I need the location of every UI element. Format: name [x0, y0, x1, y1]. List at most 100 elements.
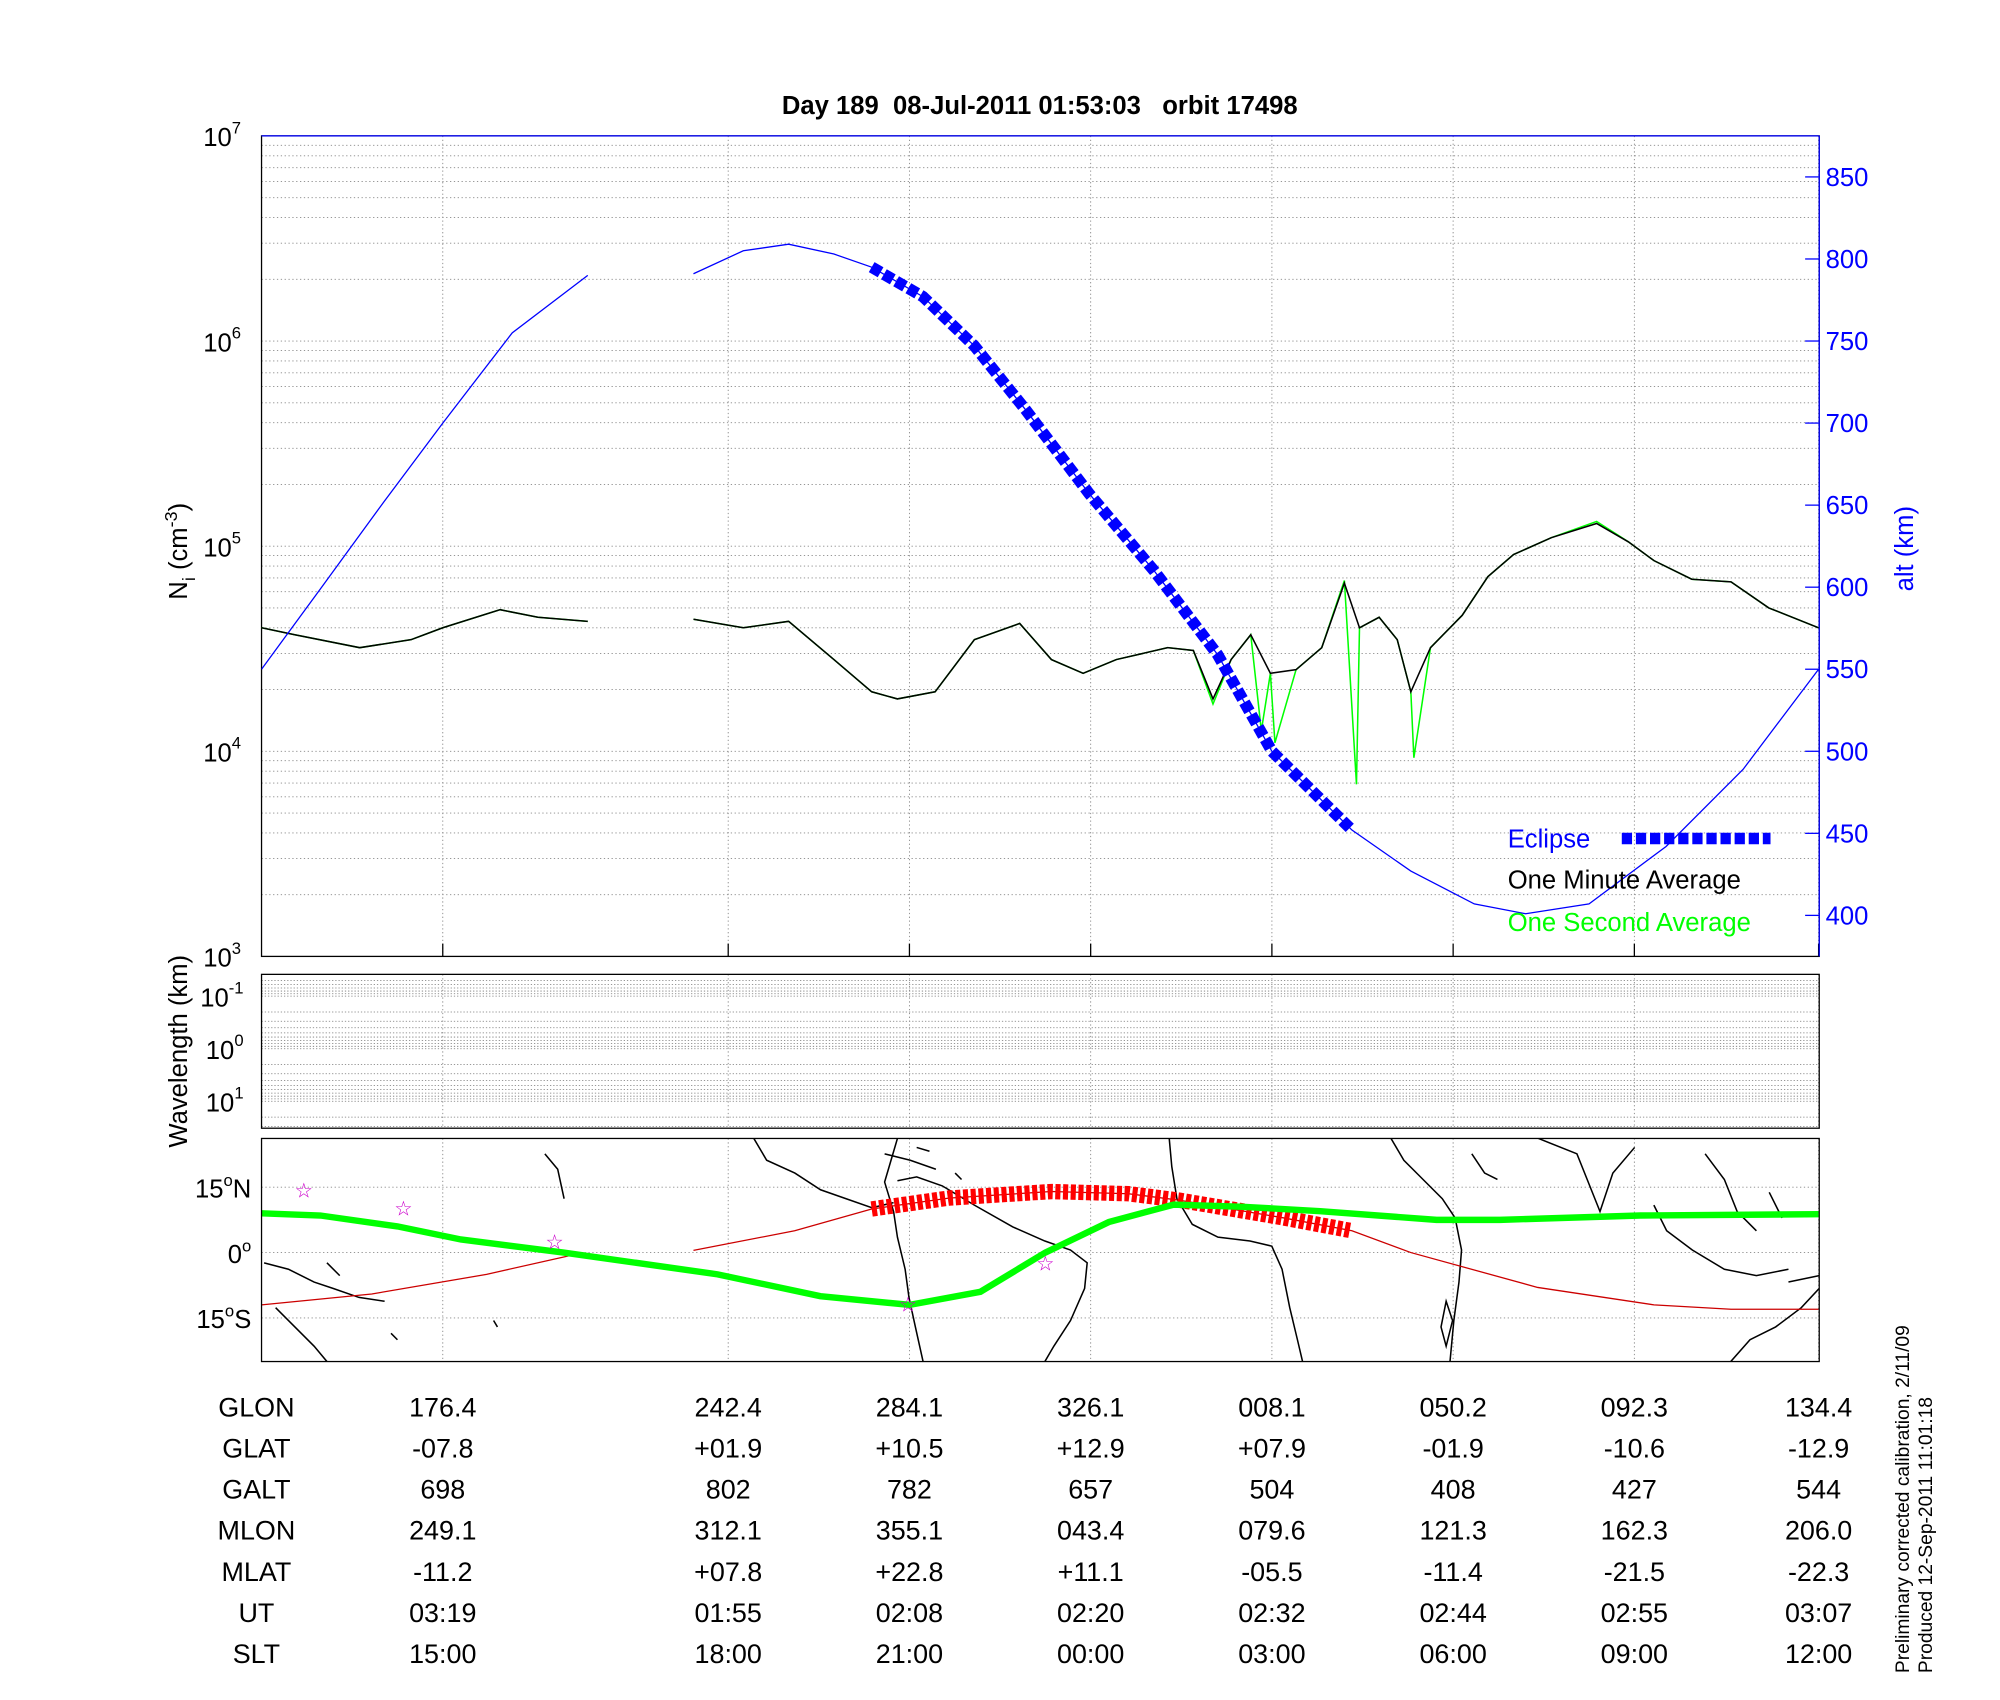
grid-cell — [1531, 976, 1552, 1127]
grid-cell — [705, 976, 726, 1127]
magnetic-equator-line — [261, 1251, 584, 1306]
map-axes-frame — [260, 1137, 1820, 1363]
legend: Eclipse One Minute Average One Second Av… — [1508, 825, 1771, 937]
table-cell: -21.5 — [1604, 1557, 1665, 1587]
eclipse-track-marker — [870, 1183, 1354, 1239]
altitude-tick-label: 800 — [1826, 246, 1869, 274]
produced-timestamp: Produced 12-Sep-2011 11:01:18 — [1916, 1397, 1937, 1673]
tick-hemisphere: N — [233, 1175, 252, 1203]
tick-base: 10 — [206, 1037, 235, 1065]
coast-madagascar — [1440, 1298, 1454, 1350]
grid-cell — [597, 976, 618, 1127]
table-cell: 206.0 — [1785, 1516, 1852, 1546]
tick-degrees: 0 — [228, 1241, 242, 1269]
latitude-tick-label: 0o — [228, 1236, 252, 1269]
table-cell: 134.4 — [1785, 1393, 1852, 1423]
table-cell: -11.4 — [1423, 1557, 1482, 1587]
wavelength-axes-frame — [260, 973, 1820, 1129]
grid-cell — [777, 976, 798, 1127]
table-cell: 008.1 — [1238, 1393, 1305, 1423]
table-cell: 18:00 — [695, 1639, 762, 1669]
table-cell: 312.1 — [695, 1516, 762, 1546]
tick-degrees: 15 — [196, 1306, 225, 1334]
tick-base: 10 — [200, 984, 229, 1012]
degree-symbol: o — [224, 1171, 233, 1190]
table-cell: 03:00 — [1238, 1639, 1305, 1669]
table-cell: -11.2 — [413, 1557, 472, 1587]
table-cell: -22.3 — [1788, 1557, 1849, 1587]
table-cell: +07.9 — [1238, 1434, 1306, 1464]
grid-cell — [1208, 976, 1229, 1127]
tick-base: 10 — [203, 945, 232, 973]
grid-cell — [1172, 976, 1193, 1127]
table-cell: 02:55 — [1601, 1598, 1668, 1628]
density-grid — [261, 135, 1820, 957]
altitude-y-ticks: 400 450 500 550 600 650 700 750 800 850 — [1805, 164, 1868, 930]
density-series — [261, 243, 1820, 915]
table-row-label: GLON — [218, 1393, 294, 1423]
ground-track-line — [261, 1201, 1819, 1309]
grid-cell — [1710, 976, 1731, 1127]
orbit-parameter-table: GLON 176.4 242.4 284.1 326.1 008.1 050.2 092.3 1… — [218, 1393, 1853, 1669]
grid-cell — [490, 976, 511, 1127]
table-cell: +07.8 — [694, 1557, 762, 1587]
table-cell: 15:00 — [409, 1639, 476, 1669]
table-cell: +22.8 — [875, 1557, 943, 1587]
table-row-label: GLAT — [222, 1434, 290, 1464]
grid-cell — [1351, 976, 1372, 1127]
table-cell: 242.4 — [695, 1393, 762, 1423]
grid-cell — [382, 976, 403, 1127]
tick-exponent: 7 — [232, 118, 241, 137]
y-tick-label: 101 — [206, 1084, 244, 1118]
tick-base: 10 — [203, 740, 232, 768]
grid-cell — [1387, 976, 1408, 1127]
grid-cell — [1064, 976, 1085, 1127]
tick-base: 10 — [203, 534, 232, 562]
y-tick-label: 107 — [203, 118, 241, 152]
latitude-tick-label: 15oS — [196, 1302, 251, 1335]
y-tick-label: 100 — [206, 1031, 244, 1065]
grid-cell — [526, 976, 547, 1127]
y-tick-label: 10-1 — [200, 979, 243, 1013]
tick-degrees: 15 — [195, 1175, 224, 1203]
table-cell: -12.9 — [1788, 1434, 1849, 1464]
grid-cell — [1818, 976, 1839, 1127]
one-second-average-line — [693, 520, 1819, 785]
table-cell: 408 — [1431, 1475, 1476, 1505]
table-cell: -07.8 — [412, 1434, 473, 1464]
calibration-note: Preliminary corrected calibration, 2/11/… — [1893, 1325, 1914, 1673]
grid-cell — [1638, 976, 1659, 1127]
coast-india-asia — [1538, 1138, 1820, 1362]
altitude-tick-label: 400 — [1826, 902, 1869, 930]
table-cell: +01.9 — [694, 1434, 762, 1464]
grid-cell — [633, 976, 654, 1127]
table-cell: 121.3 — [1419, 1516, 1486, 1546]
coast-western-pacific — [263, 1153, 565, 1362]
one-minute-average-line — [693, 522, 1819, 701]
grid-cell — [1244, 976, 1265, 1127]
tick-exponent: 1 — [234, 1084, 243, 1103]
grid-cell — [1100, 976, 1121, 1127]
grid-cell — [1279, 976, 1300, 1127]
table-cell: 249.1 — [409, 1516, 476, 1546]
table-cell: 782 — [887, 1475, 932, 1505]
table-cell: 355.1 — [876, 1516, 943, 1546]
altitude-tick-label: 850 — [1826, 164, 1869, 192]
grid-cell — [1495, 976, 1516, 1127]
wavelength-y-label: Wavelength (km) — [165, 955, 193, 1148]
altitude-line — [261, 274, 589, 670]
table-cell: 427 — [1612, 1475, 1657, 1505]
table-cell: -01.9 — [1422, 1434, 1483, 1464]
grid-cell — [1136, 976, 1157, 1127]
table-cell: 162.3 — [1601, 1516, 1668, 1546]
grid-cell — [1315, 976, 1336, 1127]
table-cell: 02:20 — [1057, 1598, 1124, 1628]
grid-cell — [921, 976, 942, 1127]
star-marker-icon: ☆ — [394, 1197, 412, 1220]
altitude-y-label: alt (km) — [1891, 506, 1919, 591]
coastlines — [263, 1138, 1820, 1362]
